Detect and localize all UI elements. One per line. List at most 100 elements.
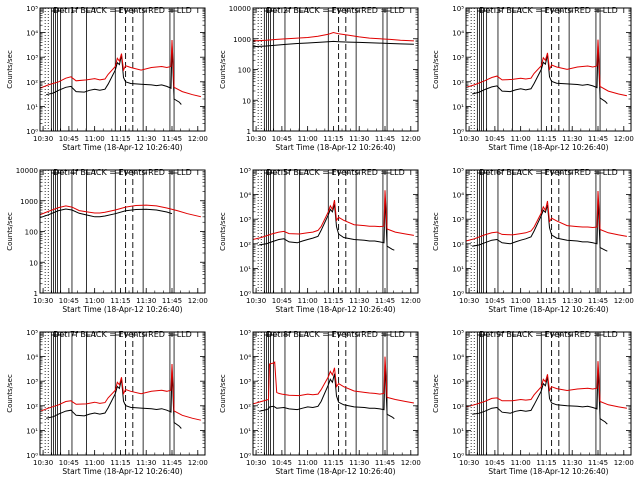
x-tick-label: 10:30 [246,297,266,305]
detector-panel: Det 5f BLACK = Events RED = LLD 10⁰ 10¹ 10²… [219,167,421,314]
lld-series-line [252,356,414,405]
x-tick-label: 11:15 [536,297,556,305]
y-axis-label: Counts/sec [432,374,440,413]
y-tick-label: 100 [238,67,251,75]
x-tick-label: 12:00 [188,135,208,143]
x-tick-label: 11:00 [511,297,531,305]
detector-panel: Det 2f BLACK = Events RED = LLD 1 10 100 100… [219,5,421,152]
y-tick-label: 10¹ [452,427,464,435]
x-tick-label: 11:45 [375,459,395,467]
x-tick-label: 10:45 [485,135,505,143]
x-tick-label: 11:00 [85,459,105,467]
y-tick-label: 10¹ [26,427,38,435]
x-tick-label: 12:00 [401,135,421,143]
lld-series-line [465,361,627,409]
x-tick-label: 10:30 [33,135,53,143]
detector-panel: Det 6f BLACK = Events RED = LLD 10⁰ 10¹ 10²… [432,167,634,314]
y-tick-label: 10³ [26,54,38,62]
panel-title: Det 2f BLACK = Events RED = LLD [266,6,405,15]
detector-panel: Det 4f BLACK = Events RED = LLD 1 10 100 100… [6,167,208,314]
x-tick-label: 11:15 [323,297,343,305]
x-tick-label: 11:30 [349,297,369,305]
y-tick-label: 10² [26,79,38,87]
plot-frame [252,169,419,294]
lld-series-line [465,39,628,97]
x-axis-label: Start Time (18-Apr-12 10:26:40) [275,467,395,476]
y-tick-label: 10¹ [452,103,464,111]
x-tick-label: 11:45 [162,297,182,305]
y-tick-label: 1000 [20,198,38,206]
y-tick-label: 10⁰ [26,452,38,460]
y-axis-label: Counts/sec [219,50,227,89]
x-tick-label: 11:45 [588,135,608,143]
y-tick-label: 10⁰ [26,128,38,136]
y-tick-label: 10⁰ [239,452,251,460]
y-tick-label: 10² [452,79,464,87]
x-tick-label: 10:30 [33,297,53,305]
y-tick-label: 10³ [26,378,38,386]
lld-series-line [252,31,414,42]
x-axis-label: Start Time (18-Apr-12 10:26:40) [62,467,182,476]
detector-panel: Det 8f BLACK = Events RED = LLD 10⁰ 10¹ 10²… [219,329,421,476]
y-tick-label: 10⁰ [452,128,464,136]
x-tick-label: 11:00 [85,297,105,305]
y-tick-label: 10⁴ [239,192,251,200]
plot-frame [39,169,206,294]
y-tick-label: 10² [239,403,251,411]
y-axis-label: Counts/sec [219,212,227,251]
x-axis-label: Start Time (18-Apr-12 10:26:40) [275,305,395,314]
events-series-line [259,196,395,251]
x-tick-label: 12:00 [188,297,208,305]
y-tick-label: 10³ [452,216,464,224]
x-tick-label: 10:45 [485,459,505,467]
y-tick-label: 10 [29,259,38,267]
lld-series-line [465,190,627,242]
x-tick-label: 11:30 [136,297,156,305]
x-axis-label: Start Time (18-Apr-12 10:26:40) [62,305,182,314]
x-tick-label: 11:30 [562,459,582,467]
x-tick-label: 10:45 [272,459,292,467]
x-tick-label: 10:30 [459,459,479,467]
panel-title: Det 6f BLACK = Events RED = LLD [479,168,618,177]
y-tick-label: 10000 [16,167,38,175]
x-tick-label: 10:45 [485,297,505,305]
x-tick-label: 10:30 [459,135,479,143]
lld-series-line [39,363,202,421]
x-tick-label: 10:30 [459,297,479,305]
plot-frame [465,7,632,132]
x-tick-label: 11:15 [536,459,556,467]
x-tick-label: 11:30 [562,135,582,143]
x-tick-label: 11:00 [511,459,531,467]
plot-frame [465,169,632,294]
x-tick-label: 10:45 [272,297,292,305]
y-tick-label: 10⁵ [26,5,38,13]
panel-title: Det 5f BLACK = Events RED = LLD [266,168,405,177]
y-tick-label: 10⁵ [239,167,251,175]
x-axis-label: Start Time (18-Apr-12 10:26:40) [62,143,182,152]
y-tick-label: 10⁵ [239,329,251,337]
x-tick-label: 12:00 [614,459,634,467]
detector-panel: Det 3f BLACK = Events RED = LLD 10⁰ 10¹ 10²… [432,5,634,152]
x-tick-label: 11:45 [375,135,395,143]
x-tick-label: 11:15 [323,459,343,467]
y-tick-label: 10⁴ [239,354,251,362]
y-tick-label: 10⁴ [452,192,464,200]
x-tick-label: 11:00 [85,135,105,143]
y-tick-label: 10¹ [452,265,464,273]
panel-title: Det 8f BLACK = Events RED = LLD [266,330,405,339]
events-series-line [472,197,608,252]
y-tick-label: 10¹ [239,265,251,273]
y-axis-label: Counts/sec [6,50,14,89]
plot-frame [39,7,206,132]
y-tick-label: 10⁰ [452,290,464,298]
y-axis-label: Counts/sec [6,374,14,413]
y-tick-label: 10¹ [239,427,251,435]
y-tick-label: 10⁴ [452,30,464,38]
x-tick-label: 11:45 [588,297,608,305]
panel-title: Det 1f BLACK = Events RED = LLD [53,6,192,15]
y-tick-label: 10² [239,241,251,249]
x-tick-label: 11:45 [375,297,395,305]
lld-series-line [39,204,202,218]
y-tick-label: 100 [25,229,38,237]
